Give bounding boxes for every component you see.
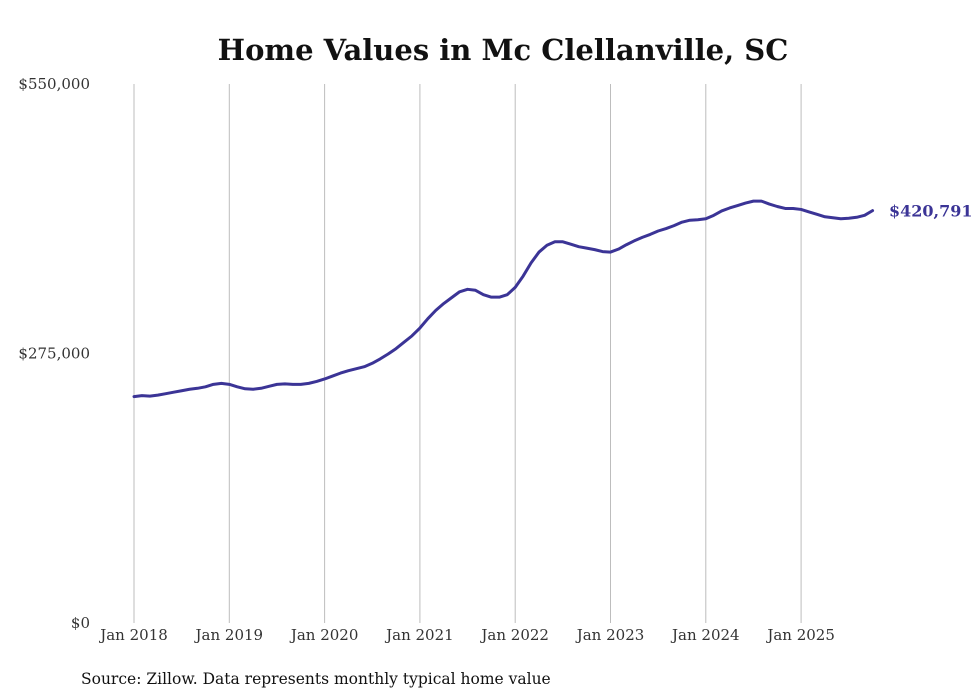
x-tick-label: Jan 2023 <box>575 626 645 644</box>
source-note: Source: Zillow. Data represents monthly … <box>81 670 551 688</box>
y-axis-tick-labels: $0 $275,000 $550,000 <box>18 75 90 632</box>
latest-value-label: $420,791 <box>889 202 973 221</box>
x-tick-label: Jan 2019 <box>194 626 264 644</box>
y-tick-label: $550,000 <box>18 75 90 93</box>
x-tick-label: Jan 2018 <box>98 626 168 644</box>
chart-title: Home Values in Mc Clellanville, SC <box>218 33 789 67</box>
x-tick-label: Jan 2021 <box>384 626 454 644</box>
y-tick-label: $0 <box>71 614 90 632</box>
x-axis-tick-labels: Jan 2018 Jan 2019 Jan 2020 Jan 2021 Jan 2022… <box>98 626 835 644</box>
vertical-gridlines <box>133 84 802 623</box>
y-tick-label: $275,000 <box>18 345 90 363</box>
x-tick-label: Jan 2025 <box>765 626 835 644</box>
x-tick-label: Jan 2024 <box>670 626 740 644</box>
x-tick-label: Jan 2020 <box>289 626 359 644</box>
home-value-series-line <box>132 199 875 399</box>
x-tick-label: Jan 2022 <box>479 626 549 644</box>
